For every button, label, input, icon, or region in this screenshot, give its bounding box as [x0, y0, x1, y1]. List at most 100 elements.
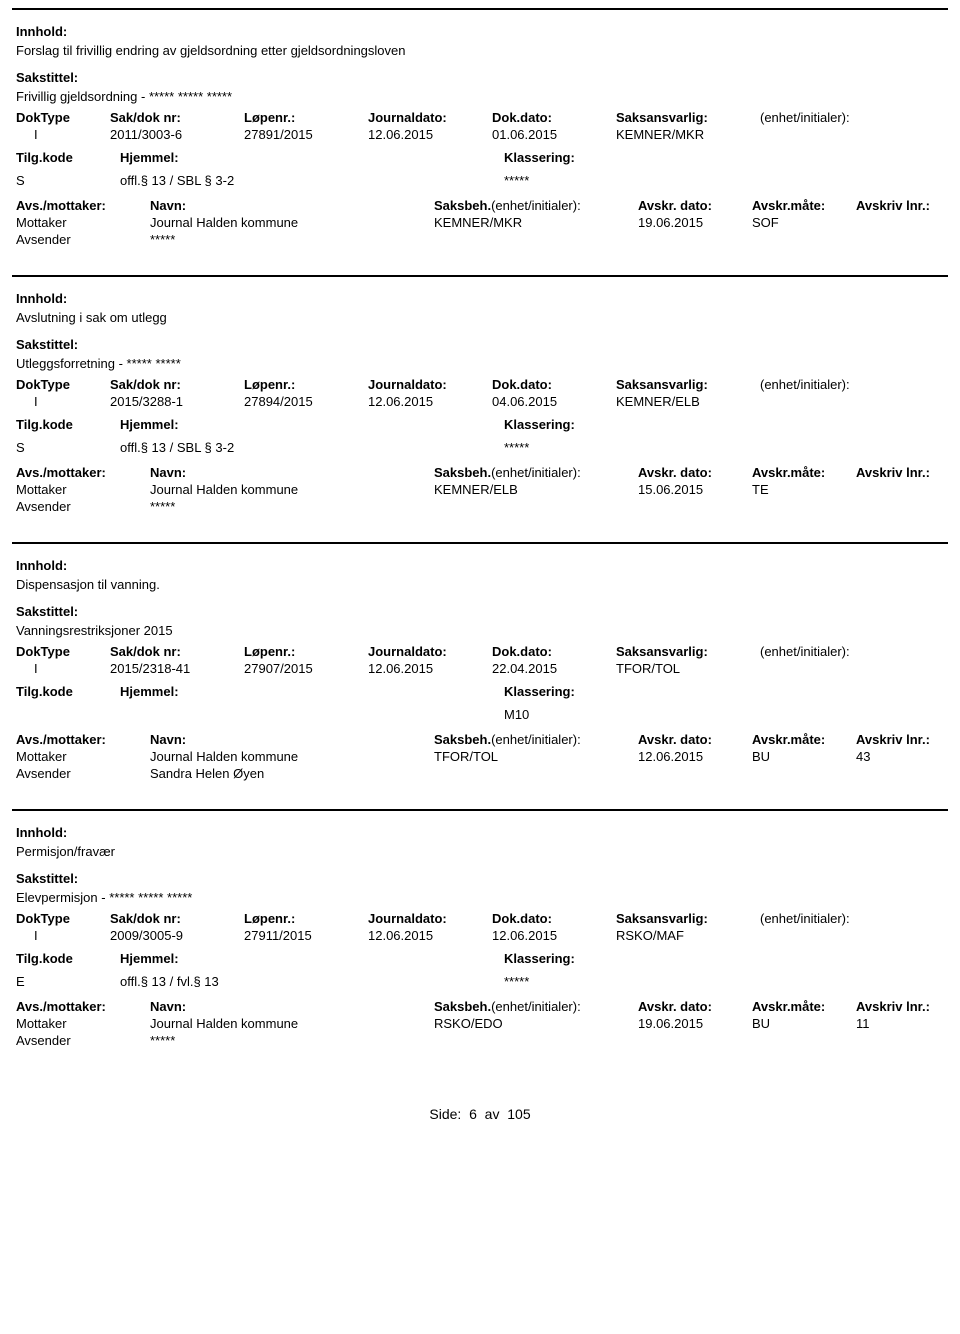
tilgkode-label: Tilg.kode: [16, 417, 73, 432]
avskrivlnr-label: Avskriv lnr.:: [856, 198, 956, 213]
footer-of: av: [485, 1106, 500, 1122]
enhet-label: (enhet/initialer):: [760, 377, 900, 392]
saksbeh-enhet-label: (enhet/initialer):: [491, 732, 581, 747]
journaldato-label: Journaldato:: [368, 110, 488, 125]
avskrmate-label: Avskr.måte:: [752, 999, 852, 1014]
innhold-value: Permisjon/fravær: [16, 844, 944, 859]
avskrmate-value: BU: [752, 749, 852, 764]
enhet-value: [760, 394, 900, 409]
enhet-label: (enhet/initialer):: [760, 911, 900, 926]
doktype-label: DokType: [16, 377, 106, 392]
klassering-label: Klassering:: [504, 684, 575, 699]
avskrmate-value: TE: [752, 482, 852, 497]
mottaker-navn: Journal Halden kommune: [150, 482, 430, 497]
hjemmel-value: offl.§ 13 / SBL § 3-2: [120, 440, 500, 455]
record: Innhold: Forslag til frivillig endring a…: [12, 8, 948, 275]
saksansvarlig-value: KEMNER/MKR: [616, 127, 756, 142]
avskrdato-label: Avskr. dato:: [638, 732, 748, 747]
journaldato-label: Journaldato:: [368, 644, 488, 659]
sakdok-value: 2015/3288-1: [110, 394, 240, 409]
avskrivlnr-label: Avskriv lnr.:: [856, 999, 956, 1014]
avsmottaker-label: Avs./mottaker:: [16, 465, 146, 480]
sakdok-label: Sak/dok nr:: [110, 911, 240, 926]
enhet-label: (enhet/initialer):: [760, 644, 900, 659]
saksbeh-value: RSKO/EDO: [434, 1016, 634, 1031]
navn-label: Navn:: [150, 198, 430, 213]
sakdok-label: Sak/dok nr:: [110, 110, 240, 125]
lopenr-value: 27907/2015: [244, 661, 364, 676]
saksbeh-label: Saksbeh.: [434, 198, 491, 213]
navn-label: Navn:: [150, 999, 430, 1014]
saksansvarlig-value: TFOR/TOL: [616, 661, 756, 676]
avsmottaker-label: Avs./mottaker:: [16, 198, 146, 213]
klassering-label: Klassering:: [504, 417, 575, 432]
avskrmate-label: Avskr.måte:: [752, 732, 852, 747]
dokdato-label: Dok.dato:: [492, 377, 612, 392]
hjemmel-value: [120, 707, 500, 722]
klassering-value: M10: [504, 707, 804, 722]
sakstittel-label: Sakstittel:: [16, 604, 78, 619]
lopenr-label: Løpenr.:: [244, 911, 364, 926]
journaldato-value: 12.06.2015: [368, 661, 488, 676]
innhold-label: Innhold:: [16, 825, 67, 840]
avskrmate-value: BU: [752, 1016, 852, 1031]
klassering-value: *****: [504, 440, 804, 455]
tilgkode-value: S: [16, 440, 116, 455]
mottaker-navn: Journal Halden kommune: [150, 1016, 430, 1031]
hjemmel-label: Hjemmel:: [120, 684, 179, 699]
mottaker-label: Mottaker: [16, 482, 146, 497]
hjemmel-label: Hjemmel:: [120, 951, 179, 966]
avsender-navn: *****: [150, 232, 430, 247]
dokdato-label: Dok.dato:: [492, 110, 612, 125]
saksbeh-label: Saksbeh.: [434, 999, 491, 1014]
doktype-label: DokType: [16, 644, 106, 659]
avskrivlnr-label: Avskriv lnr.:: [856, 465, 956, 480]
saksbeh-enhet-label: (enhet/initialer):: [491, 465, 581, 480]
enhet-value: [760, 127, 900, 142]
sakstittel-label: Sakstittel:: [16, 70, 78, 85]
avskrdato-value: 19.06.2015: [638, 215, 748, 230]
tilgkode-label: Tilg.kode: [16, 150, 73, 165]
saksbeh-enhet-label: (enhet/initialer):: [491, 198, 581, 213]
klassering-label: Klassering:: [504, 150, 575, 165]
journaldato-value: 12.06.2015: [368, 127, 488, 142]
dokdato-value: 04.06.2015: [492, 394, 612, 409]
saksansvarlig-label: Saksansvarlig:: [616, 377, 756, 392]
records-container: Innhold: Forslag til frivillig endring a…: [12, 8, 948, 1076]
mottaker-label: Mottaker: [16, 1016, 146, 1031]
sakstittel-label: Sakstittel:: [16, 871, 78, 886]
tilgkode-label: Tilg.kode: [16, 951, 73, 966]
avsender-navn: *****: [150, 1033, 430, 1048]
doktype-label: DokType: [16, 911, 106, 926]
avsender-label: Avsender: [16, 766, 146, 781]
journaldato-label: Journaldato:: [368, 911, 488, 926]
avsender-navn: Sandra Helen Øyen: [150, 766, 430, 781]
record: Innhold: Permisjon/fravær Sakstittel: El…: [12, 809, 948, 1076]
innhold-label: Innhold:: [16, 24, 67, 39]
footer-total: 105: [507, 1106, 530, 1122]
doktype-label: DokType: [16, 110, 106, 125]
avskrivlnr-label: Avskriv lnr.:: [856, 732, 956, 747]
avskrdato-label: Avskr. dato:: [638, 999, 748, 1014]
sakdok-label: Sak/dok nr:: [110, 644, 240, 659]
dokdato-value: 12.06.2015: [492, 928, 612, 943]
hjemmel-value: offl.§ 13 / SBL § 3-2: [120, 173, 500, 188]
tilgkode-label: Tilg.kode: [16, 684, 73, 699]
avskrivlnr-value: [856, 215, 956, 230]
avskrivlnr-value: 43: [856, 749, 956, 764]
lopenr-value: 27911/2015: [244, 928, 364, 943]
klassering-label: Klassering:: [504, 951, 575, 966]
doktype-value: I: [16, 661, 106, 676]
record: Innhold: Avslutning i sak om utlegg Saks…: [12, 275, 948, 542]
lopenr-value: 27891/2015: [244, 127, 364, 142]
klassering-value: *****: [504, 173, 804, 188]
tilgkode-value: S: [16, 173, 116, 188]
mottaker-label: Mottaker: [16, 215, 146, 230]
mottaker-navn: Journal Halden kommune: [150, 749, 430, 764]
avskrdato-label: Avskr. dato:: [638, 198, 748, 213]
saksansvarlig-label: Saksansvarlig:: [616, 644, 756, 659]
avskrmate-value: SOF: [752, 215, 852, 230]
saksansvarlig-label: Saksansvarlig:: [616, 911, 756, 926]
hjemmel-label: Hjemmel:: [120, 417, 179, 432]
hjemmel-value: offl.§ 13 / fvl.§ 13: [120, 974, 500, 989]
